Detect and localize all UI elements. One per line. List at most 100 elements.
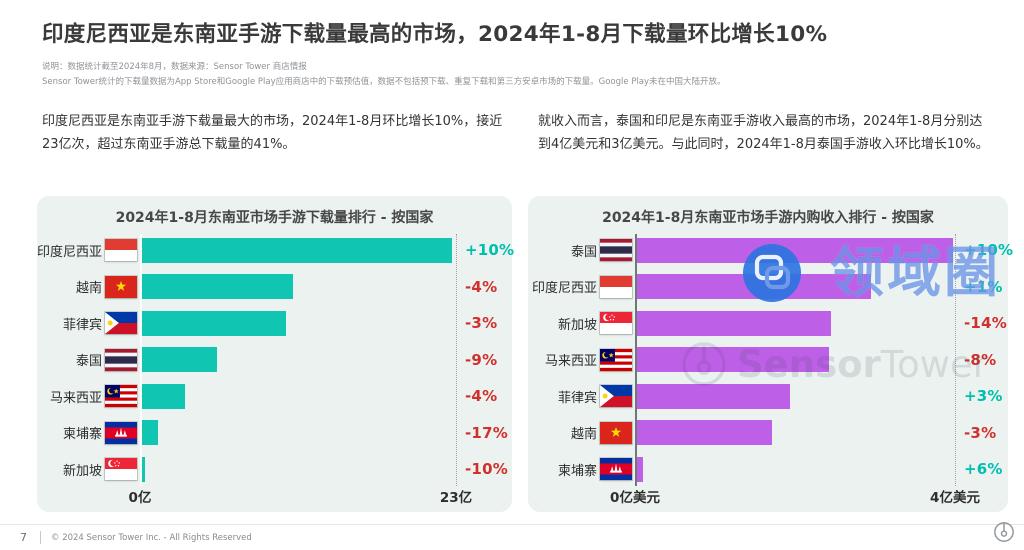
country-label: 新加坡 <box>557 317 597 333</box>
country-label: 新加坡 <box>62 463 102 479</box>
bar-track <box>635 383 955 409</box>
page-number: 7 <box>20 531 27 544</box>
data-source-notes: 说明：数据统计截至2024年8月，数据来源：Sensor Tower 商店情报 … <box>42 60 982 91</box>
bar-track <box>635 347 955 373</box>
change-percentage-label: -9% <box>465 350 498 369</box>
chart-row: 马来西亚 -4% <box>37 378 512 415</box>
bar-track <box>140 383 456 409</box>
flag-thailand-icon <box>105 348 137 371</box>
x-axis-max-label: 23亿 <box>439 490 473 506</box>
flag-malaysia-icon <box>105 385 137 408</box>
chart-row: 印度尼西亚 +1% <box>528 269 1008 306</box>
note-line-2: Sensor Tower统计的下载量数据为App Store和Google Pl… <box>42 77 726 88</box>
bar-track <box>140 420 456 446</box>
change-percentage-label: -3% <box>465 314 498 333</box>
chart-row: 印度尼西亚 +10% <box>37 232 515 269</box>
footer-separator <box>40 531 41 544</box>
revenue-chart-card: 2024年1-8月东南亚市场手游内购收入排行 - 按国家 泰国 +10% 印度尼西亚… <box>528 196 1013 512</box>
country-label: 马来西亚 <box>49 390 102 406</box>
change-percentage-label: +10% <box>964 241 1014 260</box>
country-label: 印度尼西亚 <box>531 281 597 297</box>
y-axis-line <box>635 234 637 486</box>
chart-row: 新加坡 -14% <box>528 305 1008 342</box>
change-percentage-label: -3% <box>964 423 997 442</box>
flag-vietnam-icon <box>600 421 632 444</box>
value-bar <box>140 310 286 336</box>
flag-indonesia-icon <box>105 239 137 262</box>
change-percentage-label: +6% <box>964 460 1003 479</box>
change-percentage-label: -17% <box>465 423 508 442</box>
x-axis-min-label: 0亿美元 <box>610 490 660 506</box>
value-bar <box>635 383 791 409</box>
bar-track <box>635 310 955 336</box>
value-bar <box>635 347 829 373</box>
country-label: 菲律宾 <box>62 317 102 333</box>
country-label: 越南 <box>75 281 102 297</box>
sensortower-footer-logo-icon <box>993 521 1015 543</box>
chart-row: 越南 -3% <box>528 415 1008 452</box>
flag-malaysia-icon <box>600 348 632 371</box>
bar-track <box>140 237 456 263</box>
x-axis: 0亿 23亿 <box>37 486 512 506</box>
country-label: 印度尼西亚 <box>37 244 103 260</box>
change-percentage-label: +3% <box>964 387 1003 406</box>
paragraph-downloads: 印度尼西亚是东南亚手游下载量最大的市场，2024年1-8月环比增长10%，接近2… <box>42 114 503 153</box>
change-percentage-label: +1% <box>964 277 1003 296</box>
max-value-dotted-line <box>456 234 457 486</box>
country-label: 马来西亚 <box>544 354 597 370</box>
bar-track <box>635 237 955 263</box>
chart-plot-area: 印度尼西亚 +10% 越南 -4% 菲律宾 -3% 泰国 -9% 马来西亚 -4% 柬埔寨 -17% 新… <box>37 232 515 488</box>
max-value-dotted-line <box>955 234 956 486</box>
chart-row: 菲律宾 -3% <box>37 305 512 342</box>
country-label: 泰国 <box>75 354 102 370</box>
chart-title: 2024年1-8月东南亚市场手游内购收入排行 - 按国家 <box>602 210 934 226</box>
x-axis-min-label: 0亿 <box>128 490 152 506</box>
country-label: 柬埔寨 <box>557 463 597 479</box>
bar-track <box>635 420 955 446</box>
chart-row: 柬埔寨 -17% <box>37 415 512 452</box>
downloads-chart-card: 2024年1-8月东南亚市场手游下载量排行 - 按国家 印度尼西亚 +10% 越南 -… <box>37 196 515 512</box>
country-label: 泰国 <box>570 244 597 260</box>
flag-philippines-icon <box>600 385 632 408</box>
change-percentage-label: -10% <box>465 460 508 479</box>
flag-singapore-icon <box>105 458 137 481</box>
country-label: 越南 <box>570 427 597 443</box>
chart-row: 泰国 +10% <box>528 232 1013 269</box>
bar-track <box>140 347 456 373</box>
value-bar <box>635 310 831 336</box>
change-percentage-label: -14% <box>964 314 1007 333</box>
bar-track <box>140 310 456 336</box>
x-axis-max-label: 4亿美元 <box>930 490 980 506</box>
value-bar <box>140 274 293 300</box>
country-label: 菲律宾 <box>557 390 597 406</box>
value-bar <box>635 274 871 300</box>
chart-row: 菲律宾 +3% <box>528 378 1008 415</box>
chart-row: 越南 -4% <box>37 269 512 306</box>
copyright-text: © 2024 Sensor Tower Inc. - All Rights Re… <box>51 532 252 543</box>
paragraph-revenue: 就收入而言，泰国和印尼是东南亚手游收入最高的市场，2024年1-8月分别达到4亿… <box>538 114 989 153</box>
flag-cambodia-icon <box>600 458 632 481</box>
footer-divider <box>0 524 1024 525</box>
chart-row: 柬埔寨 +6% <box>528 451 1008 488</box>
flag-singapore-icon <box>600 312 632 335</box>
chart-row: 马来西亚 -8% <box>528 342 1008 379</box>
change-percentage-label: -8% <box>964 350 997 369</box>
bar-track <box>140 274 456 300</box>
flag-philippines-icon <box>105 312 137 335</box>
value-bar <box>635 420 772 446</box>
footer: 7 © 2024 Sensor Tower Inc. - All Rights … <box>20 531 252 544</box>
value-bar <box>635 456 643 482</box>
chart-row: 泰国 -9% <box>37 342 512 379</box>
bar-track <box>140 456 456 482</box>
chart-row: 新加坡 -10% <box>37 451 512 488</box>
bar-track <box>635 456 955 482</box>
flag-vietnam-icon <box>105 275 137 298</box>
note-line-1: 说明：数据统计截至2024年8月，数据来源：Sensor Tower 商店情报 <box>42 62 307 72</box>
flag-indonesia-icon <box>600 275 632 298</box>
change-percentage-label: +10% <box>465 241 515 260</box>
value-bar <box>140 237 452 263</box>
change-percentage-label: -4% <box>465 277 498 296</box>
value-bar <box>140 456 146 482</box>
chart-plot-area: 泰国 +10% 印度尼西亚 +1% 新加坡 -14% 马来西亚 -8% 菲律宾 +3% 越南 -3% 柬… <box>528 232 1013 488</box>
page-title: 印度尼西亚是东南亚手游下载量最高的市场，2024年1-8月下载量环比增长10% <box>42 22 828 47</box>
